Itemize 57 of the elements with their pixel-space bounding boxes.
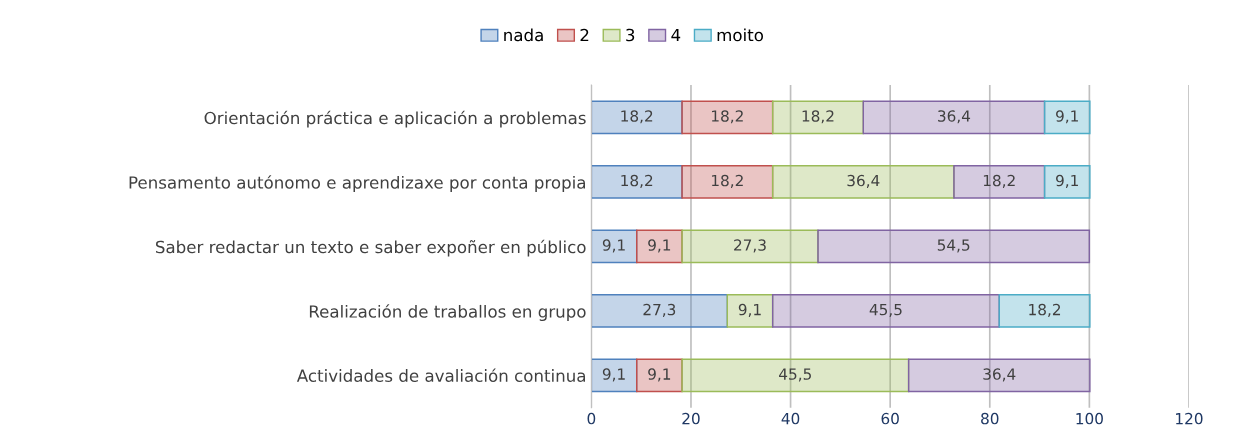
x-tick-label: 60 [881, 412, 899, 425]
bar [862, 100, 1046, 135]
legend-label: 2 [580, 28, 589, 42]
x-tick-label: 120 [1176, 412, 1203, 425]
data-label: 18,2 [712, 110, 743, 124]
data-label: 36,4 [847, 174, 880, 188]
data-label: 18,2 [1029, 303, 1061, 317]
x-tick-label: 40 [781, 412, 800, 425]
y-tick-label: Realización de traballos en grupo [309, 304, 586, 322]
x-tick-label: 0 [587, 412, 596, 425]
x-tick-label: 100 [1076, 412, 1103, 425]
y-tick-label: Pensamento autónomo e aprendizaxe por conta propia [129, 175, 585, 193]
data-label: 9,1 [602, 239, 625, 253]
data-label: 9,1 [1056, 174, 1078, 188]
legend-label: 4 [671, 28, 681, 42]
bar [1043, 100, 1091, 135]
bar [998, 294, 1091, 328]
bar [681, 100, 774, 135]
bar [591, 294, 729, 328]
legend-label: 3 [626, 28, 635, 42]
bar [591, 100, 683, 135]
bar [907, 358, 1091, 393]
bar [953, 165, 1046, 199]
data-label: 18,2 [621, 110, 653, 124]
y-tick-label: Orientación práctica e aplicación a problemas [204, 110, 586, 128]
x-tick-label: 80 [981, 412, 999, 425]
data-label: 18,2 [983, 174, 1015, 188]
legend-label: moito [717, 28, 764, 42]
data-label: 54,5 [937, 239, 970, 253]
data-label: 9,1 [648, 239, 671, 253]
data-label: 18,2 [621, 174, 653, 188]
y-tick-label: Saber redactar un texto e saber expoñer en público [155, 239, 586, 257]
bar [771, 100, 864, 135]
bar [591, 165, 683, 199]
data-label: 9,1 [648, 368, 671, 382]
data-label: 27,3 [643, 303, 676, 317]
data-label: 36,4 [983, 368, 1016, 382]
data-label: 18,2 [712, 174, 743, 188]
bar [681, 229, 819, 264]
data-label: 9,1 [738, 303, 761, 317]
data-label: 18,2 [802, 110, 834, 124]
bar [681, 165, 774, 199]
bar [726, 294, 774, 328]
legend-label: nada [504, 28, 543, 42]
data-label: 36,4 [938, 110, 971, 124]
x-tick-label: 20 [682, 412, 700, 425]
data-label: 45,5 [869, 303, 902, 317]
bar [681, 358, 910, 393]
bar [817, 229, 1091, 264]
bar [771, 294, 1000, 328]
bar [771, 165, 955, 199]
data-label: 45,5 [779, 368, 811, 382]
data-label: 9,1 [1056, 110, 1078, 124]
data-label: 9,1 [602, 368, 625, 382]
data-label: 27,3 [734, 239, 766, 253]
y-tick-label: Actividades de avaliación continua [296, 368, 585, 382]
bar [1043, 165, 1091, 199]
